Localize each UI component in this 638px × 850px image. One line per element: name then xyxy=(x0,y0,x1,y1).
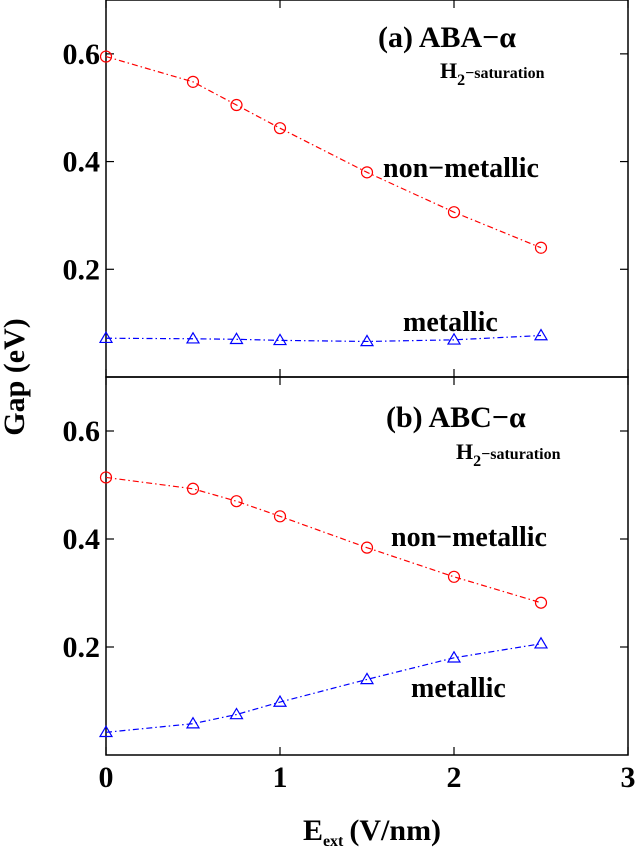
panel-a-series-0-marker xyxy=(99,50,113,63)
panel-b-series-0-marker xyxy=(186,482,200,495)
panel-a-series-1-marker xyxy=(185,331,201,344)
panel-a-series-0-line xyxy=(105,55,542,249)
panel-a-series-0-marker xyxy=(186,75,200,88)
panel-a-series-0-marker xyxy=(230,98,243,112)
panel-a-series-0-marker xyxy=(360,166,374,179)
panel-b-subtitle-sub: 2 xyxy=(473,453,481,470)
panel-a-series-1-marker xyxy=(359,334,375,347)
panel-b-ytick-label: 0.4 xyxy=(63,523,101,556)
panel-a-series-1-marker xyxy=(229,332,244,345)
panel-b-label-nonmetallic: non−metallic xyxy=(391,522,547,553)
panel-a-series-0-marker xyxy=(273,122,287,135)
panel-a-ytick-label: 0.4 xyxy=(63,146,101,179)
panel-b-ytick-label: 0.6 xyxy=(63,415,101,448)
panel-a-series xyxy=(98,50,549,347)
panel-b-series-1-marker xyxy=(272,694,288,707)
panel-b-series-0-marker xyxy=(99,471,113,484)
panel-a-series-0-marker xyxy=(447,206,461,219)
panel-a-frame xyxy=(105,0,629,378)
panel-a-subtitle-sub: 2 xyxy=(457,72,465,89)
panel-b-series-1-marker xyxy=(446,650,462,663)
panel-b-series-1-marker xyxy=(533,636,549,649)
panel-b-title: (b) ABC−α xyxy=(386,401,526,434)
panel-a-subtitle-main: H xyxy=(440,58,457,83)
panel-b-ytick-label: 0.2 xyxy=(63,631,101,664)
panel-a-subtitle: H2−saturation xyxy=(440,58,545,89)
panel-b-ticks: 0.2 0.4 0.6 0 1 2 3 xyxy=(63,377,636,794)
x-tick-label: 1 xyxy=(273,761,288,794)
panel-b-label-metallic: metallic xyxy=(411,673,506,704)
x-tick-label: 2 xyxy=(447,761,462,794)
panel-b-series-0-line xyxy=(105,476,542,604)
x-axis-title: Eext (V/nm) xyxy=(303,814,441,850)
panel-b-series-1-marker xyxy=(98,725,114,738)
panel-a-subtitle-rest: −saturation xyxy=(465,65,544,82)
panel-a-series-0-marker xyxy=(534,241,548,254)
panel-a-series-1-marker xyxy=(533,328,549,341)
panel-b: 0.20.40.60 1 2 3 (b) ABC−α H2−saturation no… xyxy=(63,376,636,794)
panel-a-ticks: 0.2 0.4 0.6 xyxy=(63,0,629,377)
panel-b-series-1-marker xyxy=(185,716,201,729)
panel-b-subtitle-main: H xyxy=(456,439,473,464)
panel-b-subtitle-rest: −saturation xyxy=(481,446,560,463)
panel-a: 0.2 0.4 0.6 (a) ABA−α H2−saturation non−me… xyxy=(63,0,629,378)
x-tick-label: 0 xyxy=(99,761,114,794)
x-axis-title-unit: (V/nm) xyxy=(349,814,441,847)
panel-a-label-metallic: metallic xyxy=(403,307,498,338)
panel-b-series xyxy=(98,471,549,738)
panel-a-ytick-label: 0.6 xyxy=(63,38,101,71)
panel-b-series-0-marker xyxy=(534,596,548,609)
panel-b-series-0-marker xyxy=(360,541,374,554)
panel-a-title: (a) ABA−α xyxy=(378,21,516,54)
x-axis-title-main: E xyxy=(303,814,323,847)
y-axis-title: Gap (eV) xyxy=(0,318,31,435)
panel-b-series-1-marker xyxy=(359,672,375,685)
panel-a-ytick-label: 0.2 xyxy=(63,253,101,286)
panel-a-series-1-marker xyxy=(446,332,462,345)
panel-a-series-1-marker xyxy=(98,331,114,344)
panel-b-series-1-line xyxy=(105,643,542,733)
panel-b-series-0-marker xyxy=(447,570,461,583)
panel-b-series-0-marker xyxy=(230,495,243,508)
panel-b-subtitle: H2−saturation xyxy=(456,439,561,470)
panel-b-series-0-marker xyxy=(273,510,287,523)
panel-b-frame xyxy=(105,376,629,756)
panel-a-label-nonmetallic: non−metallic xyxy=(383,153,539,184)
x-tick-label: 3 xyxy=(621,761,636,794)
x-axis-title-sub: ext xyxy=(323,833,344,850)
panel-b-series-1-marker xyxy=(229,707,244,720)
panel-a-series-1-marker xyxy=(272,333,288,346)
